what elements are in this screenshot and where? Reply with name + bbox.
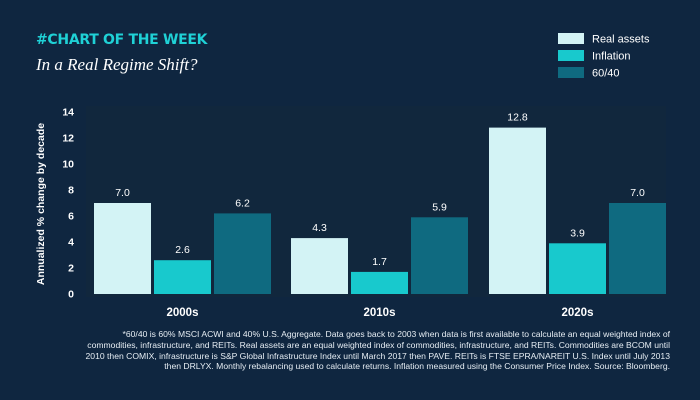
x-category-label: 2000s	[167, 307, 199, 319]
y-tick-label: 14	[62, 107, 74, 119]
legend-label: 60/40	[592, 68, 620, 80]
data-label: 7.0	[115, 187, 130, 199]
bar	[489, 127, 546, 294]
y-tick-label: 0	[68, 289, 74, 301]
y-tick-label: 2	[68, 263, 74, 275]
data-label: 2.6	[175, 244, 190, 256]
bar	[154, 260, 211, 294]
legend-swatch	[558, 33, 584, 44]
data-label: 12.8	[507, 112, 528, 124]
y-tick-label: 10	[62, 159, 74, 171]
legend-label: Real assets	[592, 34, 650, 46]
data-label: 7.0	[630, 187, 645, 199]
data-label: 6.2	[235, 197, 250, 209]
y-tick-label: 8	[68, 185, 74, 197]
y-tick-label: 6	[68, 211, 74, 223]
x-category-label: 2010s	[364, 307, 396, 319]
legend-swatch	[558, 50, 584, 61]
chart-subtitle: In a Real Regime Shift?	[36, 55, 198, 74]
legend-swatch	[558, 67, 584, 78]
y-axis-label: Annualized % change by decade	[35, 123, 47, 285]
data-label: 4.3	[312, 222, 327, 234]
bar	[291, 238, 348, 294]
bar	[214, 213, 271, 294]
x-category-label: 2020s	[562, 307, 594, 319]
legend-label: Inflation	[592, 51, 631, 63]
chart-kicker: #CHART OF THE WEEK	[36, 32, 208, 48]
bar	[549, 243, 606, 294]
data-label: 5.9	[432, 201, 447, 213]
bar	[351, 271, 408, 294]
y-tick-label: 12	[62, 133, 74, 145]
data-label: 3.9	[570, 227, 585, 239]
footnote: *60/40 is 60% MSCI ACWI and 40% U.S. Agg…	[85, 329, 670, 372]
data-label: 1.7	[372, 256, 387, 268]
y-tick-label: 4	[68, 237, 74, 249]
bar	[609, 203, 666, 294]
bar	[411, 217, 468, 294]
bar	[94, 203, 151, 294]
